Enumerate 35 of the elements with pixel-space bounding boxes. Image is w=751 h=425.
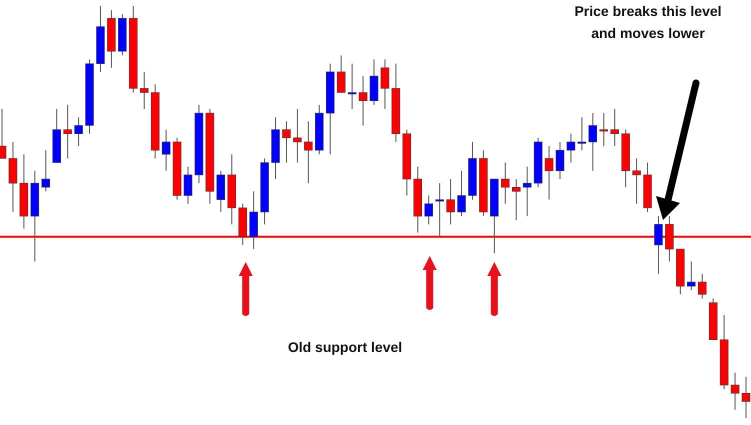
candlestick: [566, 133, 576, 164]
candlestick: [654, 216, 663, 274]
candlestick: [358, 76, 368, 126]
candlestick: [184, 166, 192, 204]
candlestick: [600, 112, 608, 147]
candlestick: [435, 182, 444, 238]
candlestick: [742, 376, 750, 418]
candlestick: [632, 158, 641, 204]
candlestick: [687, 260, 696, 291]
candlestick: [544, 146, 554, 200]
candlestick: [698, 273, 706, 300]
candlestick: [348, 63, 356, 110]
candlestick: [522, 166, 532, 217]
candlestick: [730, 372, 740, 410]
candlestick: [282, 120, 291, 164]
candlestick: [336, 54, 346, 94]
candlestick: [424, 195, 433, 225]
candlestick: [304, 120, 313, 184]
annotation: Price breaks this level and moves lower: [574, 3, 722, 41]
candlestick: [446, 178, 455, 225]
candlestick: [512, 178, 520, 221]
candlestick: [578, 116, 586, 151]
candlestick: [501, 162, 510, 204]
candlestick: [457, 170, 466, 217]
candlestick: [588, 112, 598, 172]
candlestick: [74, 116, 83, 147]
candlestick: [293, 108, 302, 164]
candlestick: [63, 104, 72, 159]
annotation: Old support level: [288, 339, 402, 355]
candlestick: [380, 59, 390, 110]
candlestick: [162, 129, 170, 172]
candlestick: [140, 71, 148, 110]
candlestick: [556, 141, 564, 180]
candlestick: [610, 108, 619, 147]
candlestick: [42, 150, 50, 192]
